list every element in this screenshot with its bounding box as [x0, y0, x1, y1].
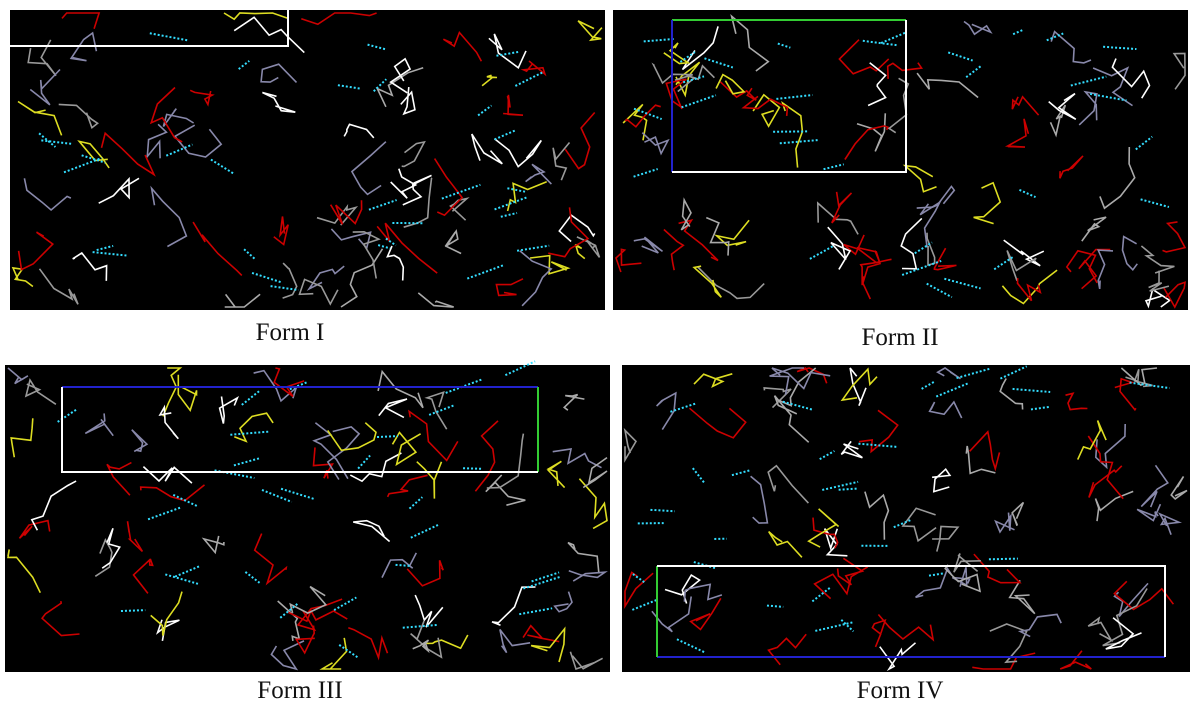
- panel: Form III: [5, 361, 610, 704]
- page: Form I Form II Form III Form IV (() => {…: [0, 0, 1198, 704]
- panel: Form II: [613, 10, 1188, 351]
- figure: Form I Form II Form III Form IV: [0, 0, 1198, 704]
- structure-image: [5, 365, 610, 672]
- panel: Form IV: [622, 365, 1190, 704]
- structure-image: [622, 365, 1190, 672]
- caption: Form III: [257, 677, 342, 704]
- caption: Form I: [256, 319, 325, 346]
- panel: Form I: [10, 10, 605, 346]
- caption: Form II: [861, 324, 938, 351]
- structure-image: [613, 10, 1188, 310]
- caption: Form IV: [857, 677, 944, 704]
